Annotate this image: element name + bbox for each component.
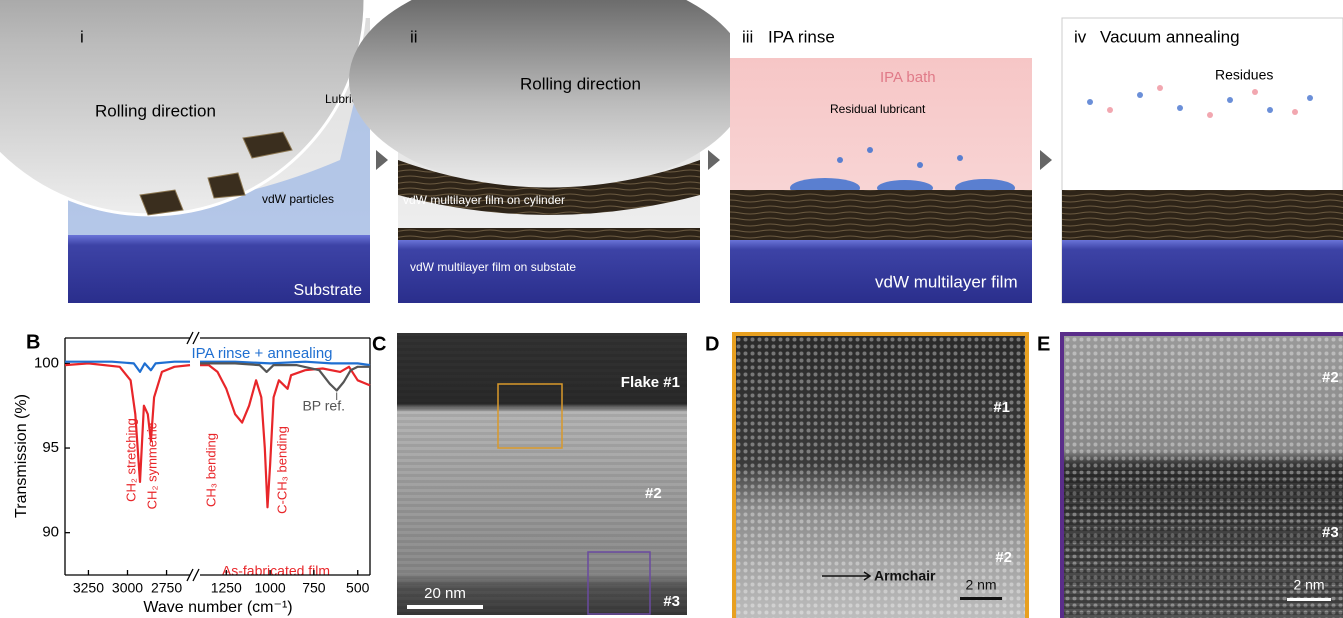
- legend-label: BP ref.: [302, 398, 345, 414]
- annotation: #3: [1322, 524, 1339, 541]
- numeral: iv: [1074, 27, 1087, 46]
- numeral: iii: [742, 27, 753, 46]
- x-tick-label: 2750: [151, 580, 182, 596]
- x-tick-label: 750: [302, 580, 326, 596]
- step-arrow: [708, 150, 720, 170]
- annotation: Flake #1: [621, 374, 680, 391]
- tem-image-e: #2 #3 2 nm: [1062, 334, 1343, 618]
- panel-a-iv: iv Vacuum annealing Residues: [1062, 18, 1343, 303]
- annotation: #1: [993, 399, 1010, 416]
- y-axis-title: Transmission (%): [13, 394, 30, 518]
- annotation: #2: [1322, 369, 1339, 386]
- y-tick-label: 100: [34, 354, 59, 371]
- panel-a-iii: iii IPA rinse IPA bath Residual lubrican…: [730, 18, 1032, 303]
- panel-label: D: [705, 333, 719, 355]
- annotation: IPA bath: [880, 69, 936, 86]
- step-arrow: [1040, 150, 1052, 170]
- panel-label: B: [26, 331, 40, 353]
- x-tick-label: 3000: [112, 580, 143, 596]
- x-tick-label: 3250: [73, 580, 104, 596]
- x-tick-label: 1000: [255, 580, 286, 596]
- annotation: Rolling direction: [95, 101, 216, 120]
- axis-break: [193, 332, 199, 344]
- scale-label: 20 nm: [424, 585, 466, 602]
- panel-a-i: i Rolling direction Lubricant vdW partic…: [0, 0, 375, 303]
- annotation: vdW multilayer film on cylinder: [403, 193, 565, 207]
- annotation: #3: [663, 593, 680, 610]
- annotation: vdW multilayer film on substate: [410, 260, 576, 274]
- y-tick-label: 90: [42, 524, 59, 541]
- step-title: IPA rinse: [768, 27, 835, 46]
- numeral: i: [80, 27, 84, 46]
- annotation: Rolling direction: [520, 74, 641, 93]
- annotation: Residual lubricant: [830, 102, 926, 116]
- annotation: #2: [995, 549, 1012, 566]
- annotation: CH₃ bending: [203, 433, 218, 507]
- x-axis-title: Wave number (cm⁻¹): [143, 599, 292, 616]
- scale-label: 2 nm: [1293, 577, 1324, 593]
- annotation: C-CH₃ bending: [274, 426, 289, 514]
- annotation: Residues: [1215, 67, 1273, 83]
- step-title: Vacuum annealing: [1100, 27, 1240, 46]
- panel-label: E: [1037, 333, 1050, 355]
- annotation: Substrate: [294, 282, 363, 299]
- y-tick-label: 95: [42, 439, 59, 456]
- annotation: vdW particles: [262, 192, 334, 206]
- panel-a-ii: ii Rolling direction vdW multilayer film…: [349, 0, 749, 303]
- annotation: #2: [645, 485, 662, 502]
- step-arrow: [376, 150, 388, 170]
- panel-label: C: [372, 333, 386, 355]
- x-tick-label: 1250: [211, 580, 242, 596]
- tem-image-c: Flake #1 #2 #3 20 nm: [397, 333, 687, 615]
- annotation: Armchair: [874, 568, 936, 584]
- legend-label: IPA rinse + annealing: [191, 345, 332, 362]
- figure: A i Rolling direction Lubricant vdW part…: [0, 0, 1343, 618]
- chart: Transmission (%) Wave number (cm⁻¹) CH₂ …: [13, 332, 370, 616]
- x-tick-label: 500: [346, 580, 370, 596]
- annotation: vdW multilayer film: [875, 272, 1018, 291]
- tem-image-d: #1 #2 Armchair 2 nm: [734, 334, 1027, 618]
- axis-break: [193, 569, 199, 581]
- scale-label: 2 nm: [965, 577, 996, 593]
- numeral: ii: [410, 27, 418, 46]
